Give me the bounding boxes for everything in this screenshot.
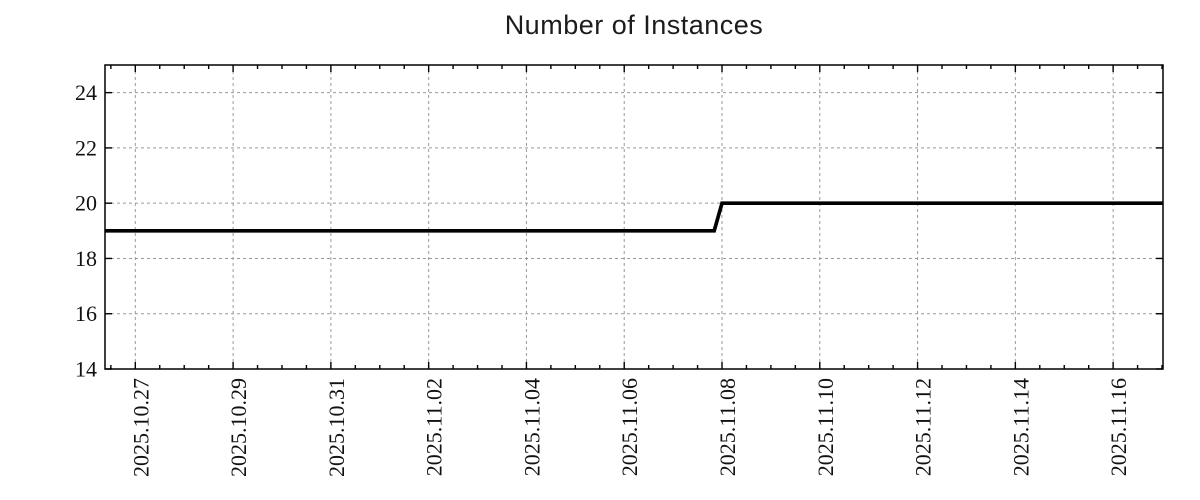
x-tick-label: 2025.11.12: [911, 378, 936, 476]
x-tick-label: 2025.11.06: [617, 378, 642, 476]
x-tick-label: 2025.10.31: [324, 378, 349, 477]
y-tick-label: 22: [75, 135, 97, 160]
y-tick-label: 14: [75, 357, 97, 382]
x-tick-label: 2025.11.02: [422, 378, 447, 476]
plot-border: [104, 64, 1164, 370]
y-tick-label: 18: [75, 246, 97, 271]
x-tick-label: 2025.11.16: [1106, 378, 1131, 476]
x-tick-label: 2025.11.10: [813, 378, 838, 476]
x-tick-label: 2025.10.29: [226, 378, 251, 477]
x-tick-label: 2025.10.27: [128, 378, 153, 477]
chart-title: Number of Instances: [504, 10, 764, 40]
x-tick-label: 2025.11.04: [519, 378, 544, 476]
y-tick-label: 20: [75, 191, 97, 216]
y-tick-label: 24: [75, 80, 97, 105]
series-line-instances: [105, 201, 1163, 233]
x-tick-label: 2025.11.08: [715, 378, 740, 476]
y-tick-label: 16: [75, 301, 97, 326]
x-tick-label: 2025.11.14: [1008, 378, 1033, 476]
